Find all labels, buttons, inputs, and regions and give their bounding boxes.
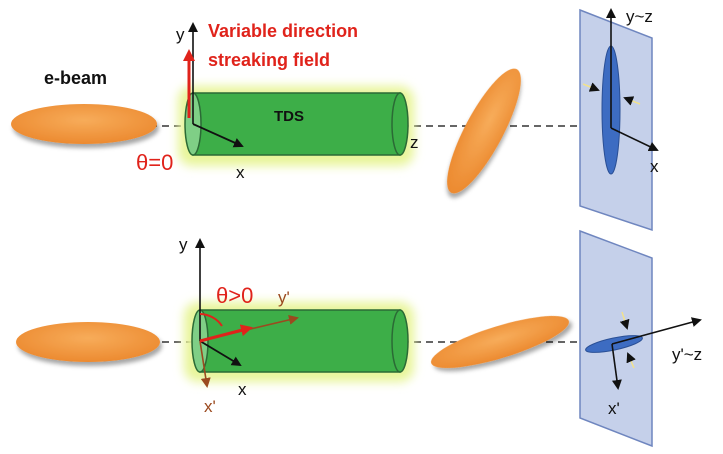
theta-zero-label: θ=0 bbox=[136, 150, 173, 175]
screen-x-label-top: x bbox=[650, 157, 659, 176]
screen-yz-label: y~z bbox=[626, 7, 653, 26]
tilted-bunch-bottom bbox=[430, 315, 570, 369]
screen-yprime-axis bbox=[611, 317, 702, 345]
squeeze-arrow-lower-bottom bbox=[626, 352, 636, 369]
xprime-label: x' bbox=[204, 397, 216, 416]
x-axis-bottom bbox=[199, 340, 242, 367]
x-axis-top bbox=[192, 123, 244, 148]
z-axis-label-top: z bbox=[410, 133, 419, 152]
screen-xprime-label: x' bbox=[608, 399, 620, 418]
xprime-axis bbox=[199, 340, 211, 388]
screen-x-axis-top bbox=[610, 127, 659, 152]
squeeze-arrow-right-top bbox=[623, 96, 641, 106]
cavity-end-right-bottom bbox=[391, 309, 409, 373]
electron-bunch-bottom bbox=[16, 322, 160, 362]
theta-positive-label: θ>0 bbox=[216, 283, 253, 308]
tds-label: TDS bbox=[274, 108, 304, 125]
bottom-row: y x y' x' θ>0 y'~z x' bbox=[16, 229, 702, 448]
squeeze-arrow-upper-bottom bbox=[619, 311, 630, 330]
electron-bunch-top bbox=[11, 104, 157, 144]
x-axis-label-top: x bbox=[236, 163, 245, 182]
title-line-1: Variable direction bbox=[208, 21, 358, 41]
tilted-bunch-top bbox=[447, 68, 521, 194]
y-axis-label-top: y bbox=[176, 25, 185, 44]
streaking-field-arrow-bottom bbox=[199, 324, 253, 343]
tds-cavity-bottom bbox=[199, 309, 401, 373]
theta-arc bbox=[199, 313, 223, 327]
top-row: e-beam TDS y x z Variable direction stre… bbox=[11, 7, 659, 232]
screen-yprime-z-label: y'~z bbox=[672, 345, 702, 364]
squeeze-arrow-left-top bbox=[582, 82, 600, 92]
cavity-end-right-top bbox=[391, 92, 409, 156]
y-axis-label-bottom: y bbox=[179, 235, 188, 254]
x-axis-label-bottom: x bbox=[238, 380, 247, 399]
yprime-label: y' bbox=[278, 288, 290, 307]
title-line-2: streaking field bbox=[208, 50, 330, 70]
screen-xprime-axis bbox=[611, 343, 622, 390]
ebeam-label: e-beam bbox=[44, 68, 107, 88]
